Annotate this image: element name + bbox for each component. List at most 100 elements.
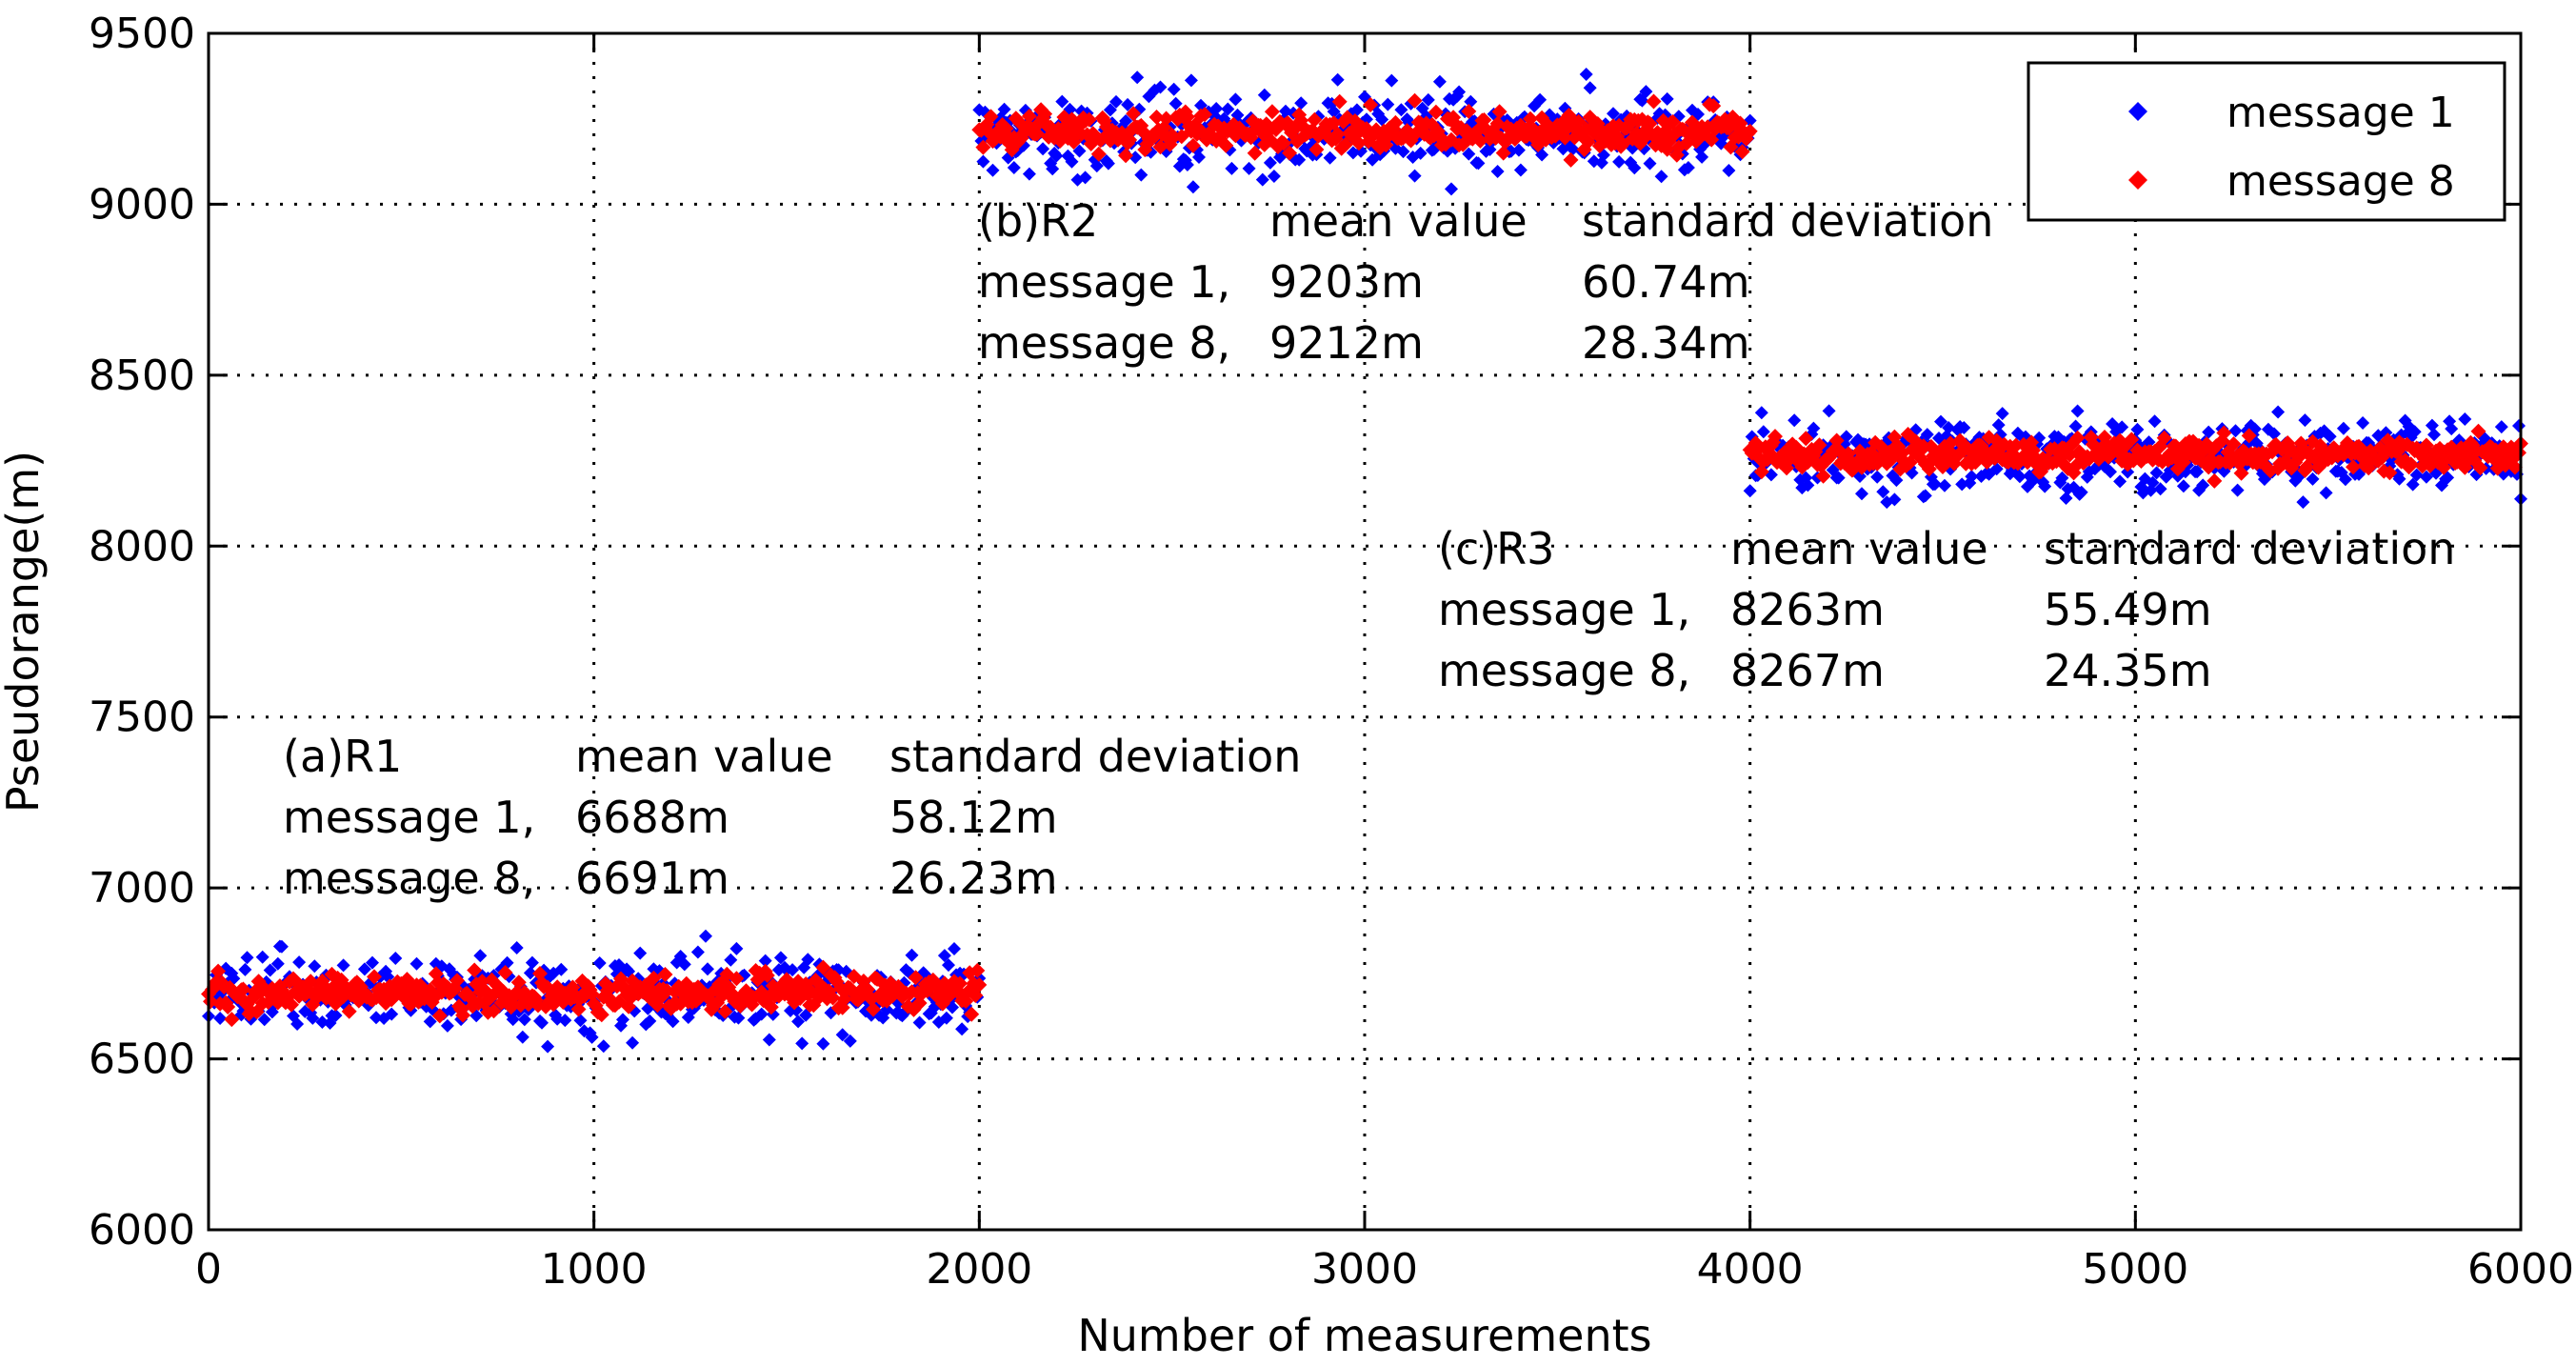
data-point — [1388, 114, 1404, 131]
data-point — [1965, 470, 1979, 484]
data-point — [1185, 137, 1201, 153]
data-point — [1118, 148, 1134, 164]
data-point — [535, 1015, 549, 1030]
data-point — [626, 1035, 640, 1050]
data-point — [1921, 461, 1937, 477]
data-point — [866, 1001, 881, 1017]
x-tick-label: 1000 — [541, 1245, 648, 1294]
data-point — [238, 962, 252, 976]
data-point — [835, 1028, 849, 1042]
data-point — [801, 953, 815, 967]
data-point — [908, 970, 924, 986]
data-point — [1801, 478, 1815, 492]
x-tick-label: 3000 — [1311, 1245, 1418, 1294]
data-point — [2130, 422, 2145, 436]
data-point — [1428, 104, 1444, 120]
data-point — [1022, 167, 1036, 181]
data-point — [440, 1018, 454, 1033]
annotation-header: mean value — [1269, 195, 1528, 247]
data-point — [701, 962, 714, 976]
data-point — [1323, 151, 1337, 165]
legend-label: message 8 — [2227, 157, 2455, 206]
data-point — [389, 952, 403, 965]
legend-marker — [2128, 102, 2147, 121]
data-point — [1158, 110, 1174, 127]
data-point — [1282, 145, 1298, 161]
data-point — [1533, 92, 1548, 107]
data-point — [1957, 421, 1971, 434]
data-point — [1180, 158, 1194, 171]
data-point — [1255, 172, 1269, 187]
data-point — [2470, 423, 2486, 439]
data-point — [1471, 156, 1486, 171]
data-point — [719, 966, 735, 982]
data-point — [1787, 413, 1802, 428]
annotation-cell: message 8, — [1438, 645, 1690, 696]
data-point — [1432, 74, 1447, 89]
data-point — [1218, 137, 1234, 153]
annotation-cell: message 8, — [283, 853, 535, 904]
data-point — [2228, 424, 2243, 438]
data-point — [754, 1007, 769, 1021]
x-tick-label: 6000 — [2467, 1245, 2574, 1294]
data-point — [986, 163, 1000, 177]
data-point — [442, 962, 456, 976]
data-point — [1941, 442, 1957, 458]
data-point — [467, 962, 483, 978]
data-point — [773, 951, 788, 965]
data-point — [646, 970, 662, 986]
data-point — [224, 1012, 240, 1028]
data-point — [315, 1015, 329, 1029]
data-point — [948, 942, 961, 955]
data-point — [677, 957, 691, 972]
data-point — [952, 975, 968, 992]
data-point — [308, 959, 322, 974]
data-point — [1119, 114, 1133, 128]
data-point — [220, 999, 236, 1014]
data-point — [1942, 421, 1956, 434]
data-point — [1407, 92, 1423, 109]
data-point — [1995, 407, 2009, 421]
data-point — [1811, 437, 1827, 453]
data-point — [1413, 146, 1428, 160]
data-point — [633, 946, 648, 960]
y-tick-label: 9000 — [89, 180, 195, 229]
data-point — [2445, 422, 2459, 436]
data-point — [1089, 159, 1104, 173]
data-point — [1870, 470, 1885, 484]
data-point — [1754, 406, 1768, 420]
data-point — [1257, 88, 1271, 102]
data-point — [2113, 474, 2127, 489]
annotation-header: standard deviation — [889, 731, 1301, 782]
axis-ticks — [207, 31, 2523, 1232]
data-point — [306, 1011, 320, 1025]
data-point — [1381, 97, 1395, 111]
data-point — [1225, 161, 1239, 175]
data-point — [1920, 428, 1934, 442]
data-point — [1037, 106, 1053, 122]
data-point — [1642, 115, 1658, 131]
data-point — [1029, 126, 1045, 142]
data-point — [937, 949, 951, 963]
y-tick-label: 8500 — [89, 352, 195, 400]
data-point — [1134, 168, 1148, 182]
data-point — [1276, 135, 1291, 151]
data-point — [1798, 431, 1814, 447]
data-point — [1934, 414, 1947, 429]
data-point — [210, 963, 227, 979]
legend: message 1 message 8 — [2027, 61, 2506, 222]
data-point — [385, 1007, 399, 1021]
data-point — [657, 967, 673, 982]
data-point — [554, 962, 569, 976]
y-tick-label: 7000 — [89, 864, 195, 913]
data-point — [1247, 145, 1263, 161]
data-point — [912, 1015, 927, 1030]
data-point — [1742, 123, 1758, 139]
data-point — [1327, 105, 1341, 119]
data-point — [1307, 111, 1323, 128]
data-point — [2146, 475, 2160, 490]
data-point — [1264, 104, 1280, 120]
x-tick-label: 2000 — [926, 1245, 1032, 1294]
data-point — [1021, 109, 1037, 124]
